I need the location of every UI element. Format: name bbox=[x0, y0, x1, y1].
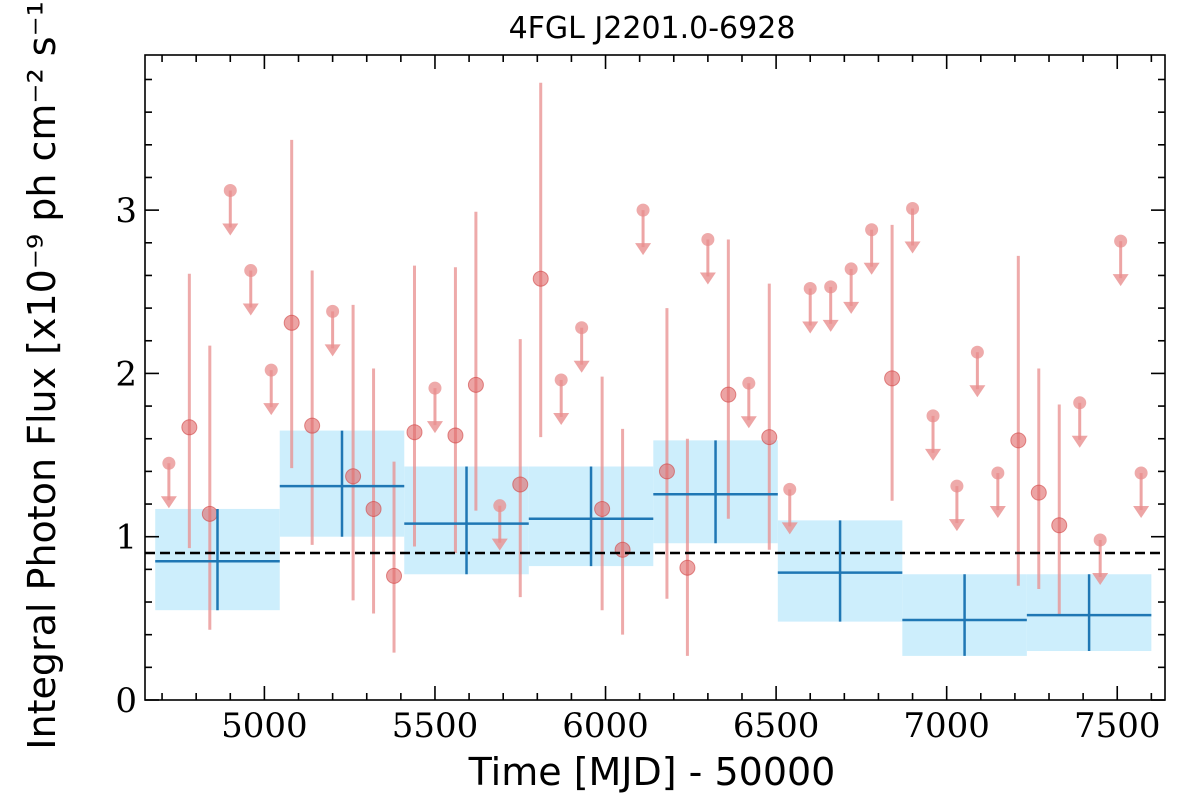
detection-point bbox=[447, 427, 464, 444]
upper-limit-arrow bbox=[781, 522, 798, 535]
detection-point bbox=[1030, 484, 1047, 501]
upper-limit-point bbox=[554, 373, 568, 387]
upper-limit-arrow bbox=[989, 506, 1006, 519]
x-tick-label: 6000 bbox=[562, 706, 649, 746]
upper-limit-arrow bbox=[242, 303, 259, 316]
x-tick-label: 5500 bbox=[392, 706, 479, 746]
y-axis-label: Integral Photon Flux [x10⁻⁹ ph cm⁻² s⁻¹] bbox=[20, 0, 64, 750]
chart-title: 4FGL J2201.0-6928 bbox=[509, 11, 796, 46]
upper-limit-point bbox=[742, 376, 756, 390]
upper-limit-arrow bbox=[948, 519, 965, 532]
upper-limit-point bbox=[803, 282, 817, 296]
detection-point bbox=[386, 567, 403, 584]
upper-limit-arrow bbox=[324, 344, 341, 357]
upper-limit-arrow bbox=[740, 416, 757, 429]
upper-limit-point bbox=[428, 381, 442, 395]
x-tick-label: 7000 bbox=[903, 706, 990, 746]
upper-limit-arrow bbox=[160, 496, 177, 509]
upper-limit-arrow bbox=[822, 319, 839, 332]
coarse-bin-bands bbox=[155, 430, 1152, 656]
y-tick-label: 0 bbox=[115, 681, 137, 721]
x-tick-label: 5000 bbox=[221, 706, 308, 746]
detection-point bbox=[512, 476, 529, 493]
upper-limit-arrow bbox=[553, 412, 570, 425]
upper-limit-point bbox=[865, 223, 879, 237]
x-axis-label: Time [MJD] - 50000 bbox=[468, 750, 836, 794]
upper-limit-arrow bbox=[426, 421, 443, 434]
upper-limit-point bbox=[1134, 466, 1148, 480]
detection-point bbox=[365, 500, 382, 517]
upper-limit-arrow bbox=[802, 321, 819, 334]
upper-limit-point bbox=[1093, 533, 1107, 547]
upper-limit-point bbox=[1114, 234, 1128, 248]
x-tick-label: 6500 bbox=[733, 706, 820, 746]
detection-point bbox=[720, 386, 737, 403]
upper-limit-point bbox=[824, 280, 838, 294]
upper-limit-arrow bbox=[222, 223, 239, 236]
upper-limit-arrow bbox=[925, 448, 942, 461]
upper-limit-point bbox=[1073, 396, 1087, 410]
detection-point bbox=[467, 376, 484, 393]
y-tick-label: 2 bbox=[115, 354, 137, 394]
upper-limit-point bbox=[264, 363, 278, 377]
upper-limit-point bbox=[991, 466, 1005, 480]
detection-point bbox=[1051, 517, 1068, 534]
detection-point bbox=[614, 541, 631, 558]
upper-limit-arrow bbox=[263, 403, 280, 416]
detection-point bbox=[345, 468, 362, 485]
upper-limit-point bbox=[162, 456, 176, 470]
upper-limit-point bbox=[970, 345, 984, 359]
y-tick-label: 3 bbox=[115, 191, 137, 231]
fine-bin-points bbox=[160, 82, 1150, 656]
upper-limit-point bbox=[844, 262, 858, 276]
x-tick-label: 7500 bbox=[1074, 706, 1161, 746]
y-tick-label: 1 bbox=[115, 518, 137, 558]
detection-point bbox=[532, 270, 549, 287]
upper-limit-arrow bbox=[1092, 572, 1109, 585]
upper-limit-point bbox=[493, 499, 507, 513]
upper-limit-arrow bbox=[635, 243, 652, 256]
detection-point bbox=[658, 463, 675, 480]
detection-point bbox=[679, 559, 696, 576]
upper-limit-arrow bbox=[573, 360, 590, 373]
upper-limit-arrow bbox=[1112, 274, 1129, 287]
detection-point bbox=[181, 419, 198, 436]
upper-limit-arrow bbox=[904, 241, 921, 254]
upper-limit-point bbox=[950, 479, 964, 493]
detection-point bbox=[884, 370, 901, 387]
coarse-bin-points bbox=[155, 430, 1152, 656]
upper-limit-point bbox=[783, 482, 797, 496]
upper-limit-arrow bbox=[969, 385, 986, 398]
detection-point bbox=[594, 500, 611, 517]
upper-limit-arrow bbox=[1133, 506, 1150, 519]
upper-limit-point bbox=[575, 321, 589, 335]
upper-limit-arrow bbox=[491, 538, 508, 551]
detection-point bbox=[406, 424, 423, 441]
axis-ticks: 5000 5500 6000 6500 7000 7500 0 1 2 3 bbox=[115, 55, 1165, 746]
upper-limit-point bbox=[906, 201, 920, 215]
detection-point bbox=[283, 314, 300, 331]
upper-limit-arrow bbox=[843, 301, 860, 314]
detection-point bbox=[304, 417, 321, 434]
upper-limit-point bbox=[326, 304, 340, 318]
upper-limit-point bbox=[244, 264, 258, 278]
upper-limit-point bbox=[223, 184, 237, 198]
upper-limit-point bbox=[926, 409, 940, 423]
detection-point bbox=[761, 429, 778, 446]
upper-limit-arrow bbox=[1071, 435, 1088, 448]
upper-limit-point bbox=[636, 203, 650, 217]
upper-limit-arrow bbox=[699, 272, 716, 285]
upper-limit-arrow bbox=[863, 262, 880, 275]
upper-limit-point bbox=[701, 233, 715, 247]
detection-point bbox=[1010, 432, 1027, 449]
plot-frame bbox=[144, 54, 1166, 701]
detection-point bbox=[201, 505, 218, 522]
